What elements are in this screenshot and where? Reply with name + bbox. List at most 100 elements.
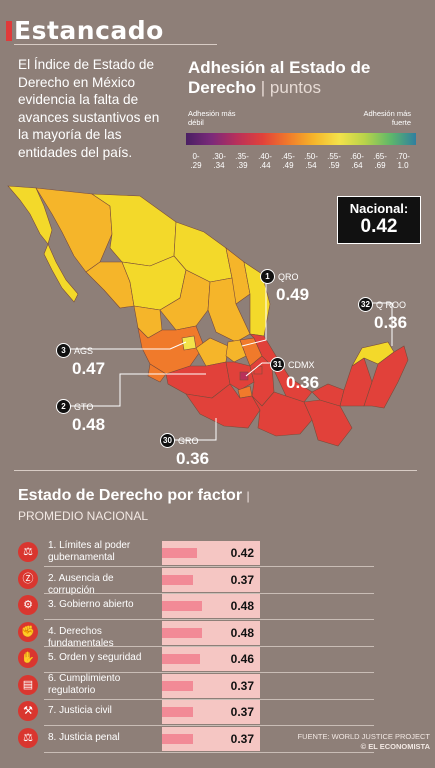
regulation-icon: ▤ (18, 674, 38, 695)
civil-justice-icon: ⚒ (18, 701, 38, 721)
bar-value-label: 0.37 (230, 678, 254, 693)
state-value: 0.48 (72, 415, 106, 434)
factor-label: 6. Cumplimiento regulatorio (48, 672, 121, 696)
state-name: Q ROO (376, 299, 407, 310)
bar-track: 0.48 (162, 620, 260, 645)
factor-label: 1. Límites al poder gubernamental (48, 540, 131, 563)
row-divider (44, 698, 374, 700)
bar-fill (162, 680, 193, 691)
bar-track: 0.37 (162, 567, 260, 592)
factor-row: ⚖ 1. Límites al poder gubernamental 0.42 (14, 540, 414, 567)
source-text: FUENTE: WORLD JUSTICE PROJECT (297, 732, 430, 741)
factor-row: ⚒ 7. Justicia civil 0.37 (14, 699, 414, 726)
factor-label: 8. Justicia penal (48, 731, 120, 743)
scale-tick-label: .65- .69 (373, 152, 387, 170)
callout-qroo: 32 Q ROO 0.36 (358, 296, 407, 332)
bar-fill (162, 601, 202, 611)
map-state-queretaro (225, 339, 247, 363)
bar-chart-title-sub: | PROMEDIO NACIONAL (18, 489, 250, 523)
scale-right-label: Adhesión más fuerte (363, 109, 411, 127)
police-icon: ✋ (18, 648, 38, 668)
national-value-box: Nacional: 0.42 (337, 196, 421, 244)
scale-tick-label: .30- .34 (212, 152, 226, 170)
row-divider (44, 566, 374, 567)
scale-tick-label: .55- .59 (327, 152, 341, 170)
bar-value-label: 0.46 (230, 652, 254, 666)
factor-label: 2. Ausencia de corrupción (48, 572, 114, 596)
bar-value-label: 0.48 (230, 625, 254, 640)
row-divider (44, 751, 374, 753)
map-state-colima (147, 363, 167, 383)
rank-badge: 31 (270, 357, 285, 373)
factor-bar-chart: ⚖ 1. Límites al poder gubernamental 0.42 Ⓩ 2… (14, 540, 414, 753)
factor-label: 4. Derechos fundamentales (48, 625, 114, 649)
leader-line-qro (241, 282, 267, 347)
factor-row: ✊ 4. Derechos fundamentales 0.48 (14, 620, 414, 649)
rights-icon: ✊ (18, 621, 38, 642)
bar-value-label: 0.37 (230, 731, 254, 746)
state-value: 0.49 (276, 285, 310, 304)
factor-row: Ⓩ 2. Ausencia de corrupción 0.37 (14, 567, 414, 596)
row-divider (44, 725, 374, 726)
row-divider (44, 619, 374, 620)
source-note: FUENTE: WORLD JUSTICE PROJECT © EL ECONO… (290, 732, 430, 752)
bar-fill (162, 707, 193, 717)
scale-tick-label: .45- .49 (281, 152, 295, 170)
state-value: 0.36 (374, 313, 408, 332)
title-divider (14, 44, 217, 45)
rank-badge: 30 (160, 433, 175, 449)
factor-row: ⚖ 8. Justicia penal 0.37 (14, 726, 414, 753)
map-state-chiapas (303, 399, 353, 447)
bar-chart-title: Estado de Derecho por factor | PROMEDIO … (18, 486, 278, 526)
scale-tick-label: .60- .64 (350, 152, 364, 170)
open-government-icon: ⚙ (18, 595, 38, 615)
callout-cdmx: 31 CDMX 0.36 (270, 356, 319, 392)
bar-value-label: 0.37 (230, 572, 254, 587)
bar-track: 0.37 (162, 673, 260, 698)
leader-line-gro (172, 418, 217, 441)
section-divider (14, 470, 417, 471)
national-label: Nacional: (349, 201, 409, 216)
factor-label: 3. Gobierno abierto (48, 599, 134, 610)
scale-tick-label: .50- .54 (304, 152, 318, 170)
leader-line-gto (70, 373, 206, 407)
bar-fill (162, 733, 193, 744)
intro-text: El Índice de Estado de Derecho en México… (18, 57, 160, 160)
callout-ags: 3 AGS 0.47 (56, 342, 105, 378)
map-title: Adhesión al Estado de Derecho | puntos (188, 58, 428, 98)
rank-badge: 2 (56, 399, 71, 415)
bar-value-label: 0.42 (230, 546, 254, 560)
page-title: Estancado (14, 16, 164, 45)
no-bribe-icon: Ⓩ (18, 568, 38, 589)
map-state-cdmx (239, 371, 249, 381)
row-divider (44, 592, 374, 594)
bar-value-label: 0.37 (230, 705, 254, 719)
bar-fill (162, 574, 193, 585)
criminal-justice-icon: ⚖ (18, 727, 38, 748)
map-state-baja-california-sur (43, 243, 79, 303)
state-name: GTO (74, 401, 94, 412)
bar-fill (162, 654, 201, 664)
bar-fill (162, 627, 202, 638)
factor-row: ✋ 5. Orden y seguridad 0.46 (14, 646, 414, 673)
scale-left-label: Adhesión más débil (188, 109, 236, 127)
rank-badge: 32 (358, 297, 373, 313)
state-name: CDMX (288, 359, 315, 370)
row-divider (44, 672, 374, 673)
bar-track: 0.46 (162, 647, 260, 671)
brand-text: © EL ECONOMISTA (360, 742, 430, 751)
state-value: 0.47 (72, 359, 106, 378)
bar-track: 0.42 (162, 541, 260, 565)
rank-badge: 3 (56, 343, 71, 359)
state-name: AGS (74, 345, 94, 356)
state-value: 0.36 (176, 449, 210, 468)
bar-track: 0.37 (162, 726, 260, 751)
leader-line-ags (70, 341, 187, 350)
state-value: 0.36 (286, 373, 320, 392)
map-state-san-luis-potosi (207, 277, 251, 343)
factor-row: ⚙ 3. Gobierno abierto 0.48 (14, 593, 414, 620)
map-title-sub: | puntos (260, 78, 321, 97)
leader-line-qroo (370, 302, 393, 346)
scale-tick-label: .35- .39 (235, 152, 249, 170)
bar-track: 0.48 (162, 594, 260, 618)
